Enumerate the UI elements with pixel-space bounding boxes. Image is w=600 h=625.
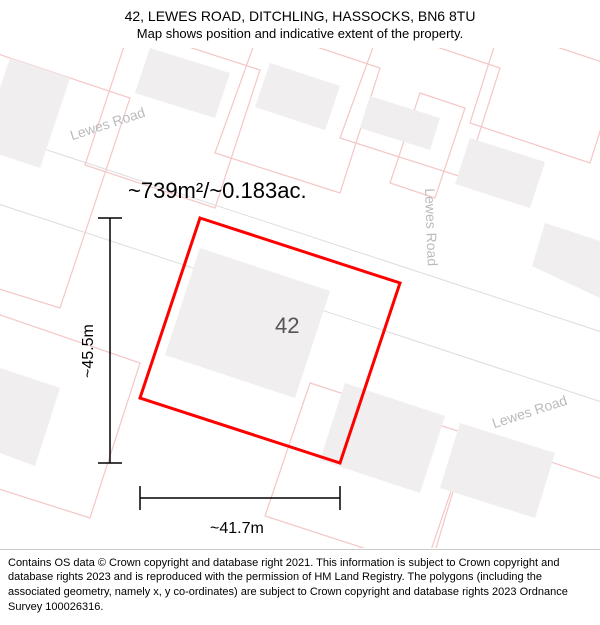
page-subtitle: Map shows position and indicative extent… [10, 26, 590, 41]
map-canvas: Lewes RoadLewes RoadLewes Road ~739m²/~0… [0, 48, 600, 548]
house-number: 42 [275, 313, 299, 339]
page-title: 42, LEWES ROAD, DITCHLING, HASSOCKS, BN6… [10, 8, 590, 24]
header: 42, LEWES ROAD, DITCHLING, HASSOCKS, BN6… [0, 0, 600, 45]
dimension-height-label: ~45.5m [80, 324, 98, 378]
road-label: Lewes Road [422, 188, 441, 266]
area-label: ~739m²/~0.183ac. [128, 178, 307, 204]
footer-copyright: Contains OS data © Crown copyright and d… [0, 549, 600, 625]
dimension-width-label: ~41.7m [210, 520, 264, 538]
